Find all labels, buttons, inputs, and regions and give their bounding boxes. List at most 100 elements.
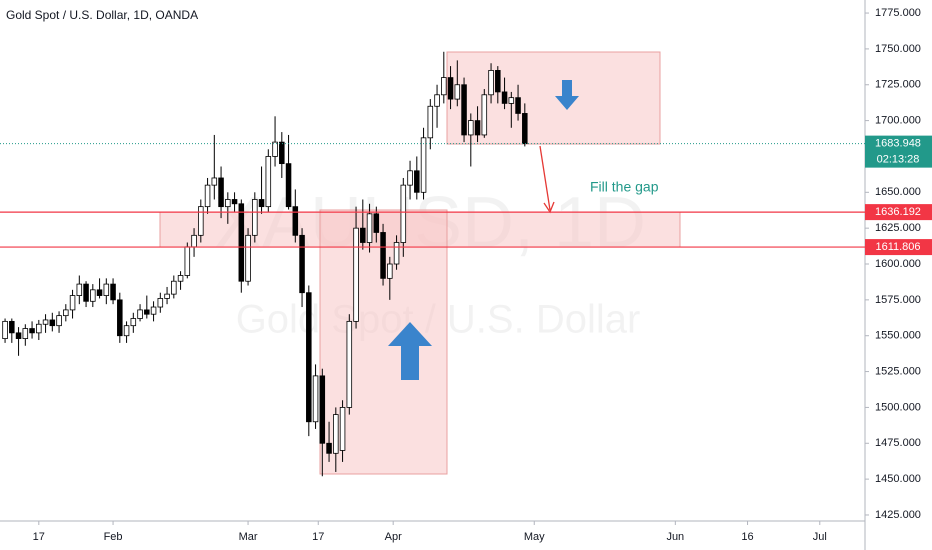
- x-tick-label: 17: [33, 531, 45, 543]
- candle-body: [171, 280, 177, 295]
- y-tick-label: 1750.000: [875, 43, 921, 55]
- candle-body: [123, 325, 130, 337]
- candle-body: [204, 184, 211, 208]
- countdown: 02:13:28: [877, 154, 920, 166]
- candle-body: [501, 91, 508, 104]
- candle-body: [103, 283, 110, 296]
- level-label-bg: [865, 239, 932, 256]
- candle-body: [454, 84, 461, 100]
- candle-body: [49, 319, 56, 327]
- candle-body: [56, 315, 62, 327]
- candle-body: [245, 234, 251, 282]
- candle-body: [360, 227, 366, 243]
- y-tick-label: 1725.000: [875, 79, 921, 91]
- candle-body: [2, 320, 8, 339]
- y-tick-label: 1500.000: [875, 401, 921, 413]
- candle-body: [96, 289, 103, 296]
- level-label: 1611.806: [875, 241, 920, 253]
- candle-body: [373, 213, 380, 233]
- candle-body: [447, 77, 454, 100]
- candle-body: [434, 94, 440, 107]
- candle-body: [515, 97, 521, 114]
- candle-body: [157, 298, 164, 308]
- y-tick-label: 1575.000: [875, 294, 921, 306]
- candle-body: [76, 283, 83, 296]
- candle-body: [218, 177, 224, 208]
- down-arrow: [555, 80, 579, 110]
- candle-body: [461, 84, 467, 136]
- y-tick-label: 1475.000: [875, 437, 921, 449]
- candle-body: [488, 70, 494, 96]
- gap-arrow: [539, 145, 551, 211]
- y-tick-label: 1600.000: [875, 258, 921, 270]
- candle-body: [144, 309, 150, 315]
- candle-body: [164, 293, 170, 299]
- candle-body: [110, 283, 116, 301]
- x-tick-label: May: [524, 531, 545, 543]
- y-tick-label: 1650.000: [875, 186, 921, 198]
- candle-body: [474, 120, 481, 136]
- x-tick-label: Apr: [385, 531, 402, 543]
- candle-body: [211, 177, 218, 186]
- annotation: Fill the gap: [590, 179, 659, 195]
- candle-body: [299, 234, 305, 294]
- candle-body: [306, 292, 312, 423]
- candle-body: [177, 275, 184, 282]
- candle-body: [279, 141, 285, 165]
- x-tick-label: Mar: [239, 531, 258, 543]
- candle-body: [191, 234, 197, 248]
- x-tick-label: 16: [741, 531, 753, 543]
- y-tick-label: 1425.000: [875, 509, 921, 521]
- candle-body: [184, 246, 191, 276]
- candle-body: [427, 105, 434, 139]
- candle-body: [400, 184, 407, 243]
- y-tick-label: 1625.000: [875, 222, 921, 234]
- candle-body: [339, 407, 346, 451]
- candle-body: [9, 320, 15, 334]
- candle-body: [29, 328, 35, 334]
- candle-body: [366, 213, 373, 243]
- candle-body: [393, 242, 400, 265]
- candle-body: [225, 199, 231, 208]
- y-tick-label: 1525.000: [875, 365, 921, 377]
- candle-body: [407, 170, 413, 186]
- candle-body: [414, 170, 420, 193]
- candle-body: [380, 232, 386, 279]
- candle-body: [285, 163, 292, 208]
- candle-body: [130, 318, 137, 327]
- candle-body: [36, 323, 42, 334]
- candle-body: [387, 263, 393, 279]
- candle-body: [319, 375, 326, 444]
- x-tick-label: Feb: [104, 531, 123, 543]
- candle-body: [495, 70, 501, 93]
- y-tick-label: 1550.000: [875, 330, 921, 342]
- candle-body: [137, 309, 143, 319]
- candle-body: [312, 375, 319, 423]
- candle-body: [292, 206, 299, 236]
- plot: [2, 51, 528, 477]
- candle-body: [63, 309, 69, 317]
- candle-body: [198, 206, 204, 236]
- candle-body: [238, 203, 245, 282]
- candle-body: [353, 227, 359, 322]
- candle-body: [326, 442, 332, 454]
- candle-body: [468, 120, 474, 136]
- x-tick-label: 17: [312, 531, 324, 543]
- candle-body: [333, 414, 339, 454]
- up-arrow: [388, 322, 432, 380]
- y-tick-label: 1700.000: [875, 115, 921, 127]
- candle-body: [441, 77, 447, 96]
- chart-title: Gold Spot / U.S. Dollar, 1D, OANDA: [6, 8, 198, 22]
- level-label: 1636.192: [875, 206, 921, 218]
- candle-body: [481, 94, 488, 136]
- candle-body: [83, 283, 89, 302]
- candle-body: [15, 332, 22, 339]
- candle-body: [522, 113, 528, 145]
- y-tick-label: 1450.000: [875, 473, 921, 485]
- x-tick-label: Jun: [666, 531, 684, 543]
- last-price-label: 1683.948: [875, 138, 921, 150]
- candle-body: [42, 319, 49, 325]
- arrows: [388, 80, 579, 380]
- candle-body: [272, 141, 278, 157]
